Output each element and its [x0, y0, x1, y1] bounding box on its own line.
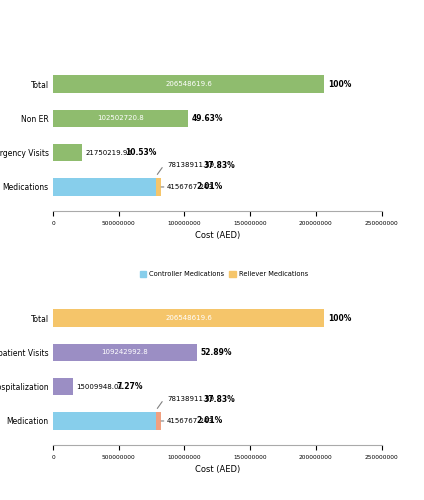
Text: 37.83%: 37.83%: [204, 161, 236, 170]
Bar: [53, 310, 324, 326]
Text: 78138911.59: 78138911.59: [167, 396, 214, 402]
Bar: [53, 412, 156, 430]
Bar: [53, 344, 197, 361]
Text: 109242992.8: 109242992.8: [101, 350, 148, 356]
Text: 10.53%: 10.53%: [125, 148, 156, 157]
Text: 21750219.96: 21750219.96: [86, 150, 132, 156]
Text: 37.83%: 37.83%: [204, 395, 236, 404]
Bar: [156, 178, 161, 196]
Text: 100%: 100%: [329, 80, 352, 88]
Text: 2.01%: 2.01%: [196, 182, 222, 192]
X-axis label: Cost (AED): Cost (AED): [195, 466, 240, 474]
Text: 4156767.243: 4156767.243: [167, 418, 214, 424]
Bar: [156, 412, 161, 430]
Text: 78138911.59: 78138911.59: [167, 162, 214, 168]
Text: 4156767.243: 4156767.243: [167, 184, 214, 190]
Text: 7.27%: 7.27%: [116, 382, 142, 391]
Bar: [53, 144, 81, 161]
Bar: [53, 76, 324, 92]
Text: 100%: 100%: [329, 314, 352, 322]
Text: 206548619.6: 206548619.6: [165, 81, 212, 87]
Text: 15009948.01: 15009948.01: [77, 384, 124, 390]
X-axis label: Cost (AED): Cost (AED): [195, 232, 240, 240]
Bar: [53, 110, 188, 127]
Text: 2.01%: 2.01%: [196, 416, 222, 426]
Legend: Controller Medications, Reliever Medications: Controller Medications, Reliever Medicat…: [137, 268, 311, 280]
Text: 49.63%: 49.63%: [192, 114, 223, 123]
Bar: [53, 178, 156, 196]
Text: 52.89%: 52.89%: [201, 348, 232, 357]
Text: 206548619.6: 206548619.6: [165, 315, 212, 321]
Text: 102502720.8: 102502720.8: [97, 116, 144, 121]
Bar: [53, 378, 73, 395]
